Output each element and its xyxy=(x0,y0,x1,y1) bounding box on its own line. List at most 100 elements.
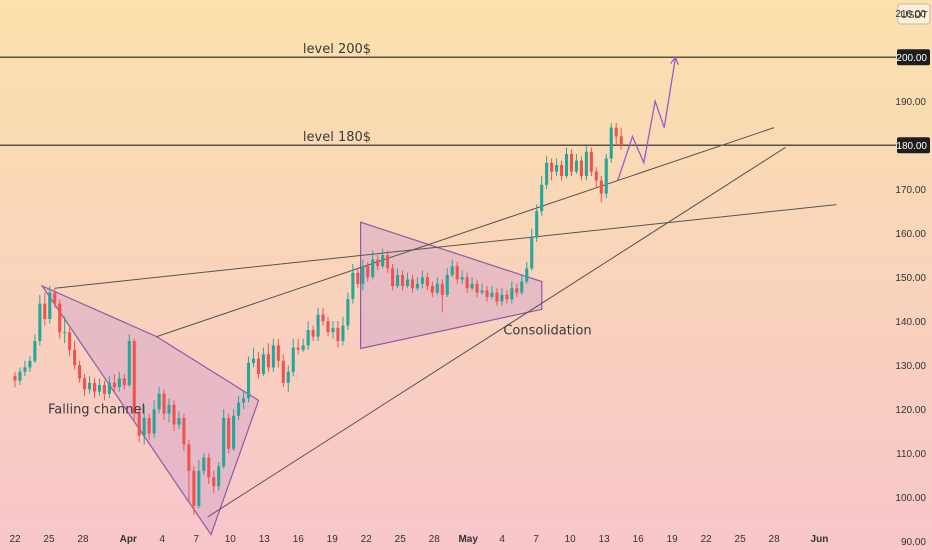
candle xyxy=(18,367,22,385)
candle xyxy=(450,259,454,278)
candle xyxy=(152,400,156,438)
candle xyxy=(187,440,191,502)
y-tick-label: 140.00 xyxy=(895,317,926,328)
candle-body xyxy=(68,332,72,350)
candle-body xyxy=(112,382,116,388)
candle xyxy=(197,459,201,509)
candle xyxy=(540,176,544,216)
candle-body xyxy=(455,266,459,280)
x-tick-label: 13 xyxy=(599,534,611,545)
candle xyxy=(391,264,395,291)
candle-body xyxy=(505,294,509,300)
candle xyxy=(147,413,151,440)
candle xyxy=(43,292,47,326)
candle xyxy=(227,413,231,454)
candle-body xyxy=(281,360,285,383)
price-axis[interactable]: USDT 90.00 100.00 110.00 120.00 130.00 140.00… xyxy=(895,3,931,548)
candle-body xyxy=(38,303,42,341)
candle xyxy=(97,378,102,396)
candle xyxy=(68,327,72,357)
candle-body xyxy=(316,314,320,337)
candle xyxy=(465,272,469,293)
candle-body xyxy=(326,321,330,333)
candle-body xyxy=(63,332,67,334)
candle-body xyxy=(346,299,350,326)
candle xyxy=(351,264,355,304)
candle xyxy=(475,279,479,297)
x-tick-label: 22 xyxy=(701,534,713,545)
candle-body xyxy=(242,398,246,403)
currency-badge[interactable] xyxy=(897,3,931,25)
candle xyxy=(619,127,623,150)
candle-body xyxy=(271,345,275,368)
candle xyxy=(510,281,514,304)
candle xyxy=(495,288,499,306)
candle-body xyxy=(540,184,544,212)
trendlines-layer: level 200$ level 180$ xyxy=(0,42,896,518)
projection-path xyxy=(617,57,677,181)
candle xyxy=(212,470,216,493)
candle xyxy=(520,275,524,295)
candle-body xyxy=(555,165,559,172)
candle xyxy=(366,261,370,282)
candle-body xyxy=(410,279,415,289)
candle xyxy=(137,409,141,443)
candle xyxy=(53,288,57,308)
level-badge-200 xyxy=(897,49,930,66)
level-badge-text-200: 200.00 xyxy=(896,53,927,64)
candle-body xyxy=(28,360,32,368)
candle-body xyxy=(222,418,226,467)
candle xyxy=(107,376,111,399)
candle-body xyxy=(276,345,280,361)
candle-body xyxy=(142,418,146,436)
candle-body xyxy=(490,292,494,297)
candle-body xyxy=(48,292,52,319)
annotations-layer: Falling channel Consolidation xyxy=(48,323,592,417)
candle xyxy=(371,250,375,280)
rising-support xyxy=(207,146,786,518)
candle-body xyxy=(187,444,191,471)
candle xyxy=(440,279,444,313)
candle-body xyxy=(78,365,82,379)
consolidation-triangle-pattern xyxy=(360,221,543,350)
long-trendline-1 xyxy=(54,204,837,289)
candle xyxy=(535,204,539,242)
level-label-200: level 200$ xyxy=(303,42,371,57)
candle-body xyxy=(545,162,549,185)
candle xyxy=(92,378,97,399)
candle-body xyxy=(415,283,419,289)
candle xyxy=(415,277,419,291)
x-tick-label: 4 xyxy=(160,534,166,545)
candle-body xyxy=(405,279,410,286)
candle-body xyxy=(167,404,171,414)
candle-body xyxy=(535,211,539,238)
x-tick-label: May xyxy=(458,534,478,545)
annotation-label: Falling channel xyxy=(48,403,145,418)
candle xyxy=(78,360,82,383)
candle xyxy=(112,374,116,394)
candle-body xyxy=(401,275,405,286)
candle xyxy=(162,389,166,421)
candle xyxy=(286,365,290,392)
candle-body xyxy=(371,259,375,278)
candle-body xyxy=(43,303,47,319)
candle xyxy=(127,334,131,388)
level-label-180: level 180$ xyxy=(303,130,371,145)
candle xyxy=(266,343,270,372)
x-tick-label: 16 xyxy=(633,534,645,545)
x-tick-label: 16 xyxy=(293,534,305,545)
candle xyxy=(425,272,429,291)
time-axis[interactable]: 22 25 28 Apr 4 7 10 13 16 19 22 25 28 May 4 7 10 13 16 19 22… xyxy=(9,534,828,545)
x-tick-label: 7 xyxy=(533,534,539,545)
x-tick-label: 28 xyxy=(769,534,781,545)
candle-body xyxy=(266,354,270,368)
candle-body xyxy=(192,470,196,506)
candle xyxy=(401,270,405,291)
candle-body xyxy=(172,404,176,425)
x-tick-label: 7 xyxy=(193,534,199,545)
y-tick-label: 120.00 xyxy=(895,405,926,416)
candle-body xyxy=(162,393,166,414)
candle xyxy=(555,158,559,176)
candle-body xyxy=(579,160,583,176)
y-tick-label: 110.00 xyxy=(896,449,926,460)
